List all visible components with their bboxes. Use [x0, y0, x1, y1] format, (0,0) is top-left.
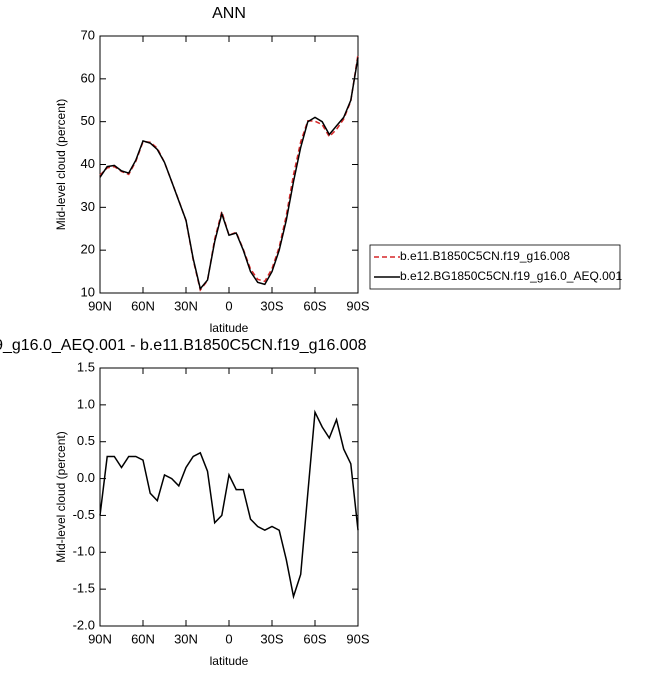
x-tick-label: 30S	[260, 298, 283, 313]
y-tick-label: -1.0	[73, 544, 95, 559]
x-tick-label: 30S	[260, 631, 283, 646]
x-tick-label: 90N	[88, 298, 112, 313]
x-axis-label: latitude	[210, 654, 249, 668]
x-tick-label: 60N	[131, 631, 155, 646]
series-line	[99, 54, 359, 292]
y-tick-label: 40	[81, 156, 95, 171]
plot-frame	[99, 35, 359, 294]
x-axis-label: latitude	[210, 321, 249, 335]
x-tick-label: 60S	[303, 298, 326, 313]
chart-title: b.e12.BG1850C5CN.f19_g16.0_AEQ.001 - b.e…	[0, 337, 367, 354]
legend-label: b.e11.B1850C5CN.f19_g16.008	[400, 249, 570, 263]
x-tick-label: 90S	[346, 298, 369, 313]
y-axis-label: Mid-level cloud (percent)	[54, 431, 68, 562]
y-tick-label: 50	[81, 113, 95, 128]
panel: b.e12.BG1850C5CN.f19_g16.0_AEQ.001 - b.e…	[0, 337, 370, 668]
y-tick-label: 60	[81, 70, 95, 85]
x-tick-label: 60N	[131, 298, 155, 313]
x-tick-label: 0	[225, 631, 232, 646]
chart-title: ANN	[212, 5, 246, 22]
panel: ANN 90N 60N 30N 0 30S 60S 90S 10 20 30 40 50 60 70 lati…	[54, 5, 622, 335]
y-tick-label: 1.0	[77, 396, 95, 411]
x-tick-label: 90S	[346, 631, 369, 646]
legend: b.e11.B1850C5CN.f19_g16.008 b.e12.BG1850C…	[369, 244, 622, 290]
x-tick-label: 30N	[174, 631, 198, 646]
y-tick-label: 20	[81, 242, 95, 257]
y-tick-label: 10	[81, 284, 95, 299]
plot-frame	[99, 367, 359, 627]
legend-box	[369, 244, 621, 290]
x-tick-label: 60S	[303, 631, 326, 646]
series-line	[99, 409, 359, 600]
series-line	[99, 57, 359, 291]
y-tick-label: 30	[81, 199, 95, 214]
x-tick-label: 0	[225, 298, 232, 313]
legend-label: b.e12.BG1850C5CN.f19_g16.0_AEQ.001	[400, 269, 622, 283]
x-tick-label: 30N	[174, 298, 198, 313]
y-tick-label: 70	[81, 27, 95, 42]
y-tick-label: 0.5	[77, 433, 95, 448]
y-tick-label: 0.0	[77, 470, 95, 485]
y-tick-label: -1.5	[73, 581, 95, 596]
y-tick-label: 1.5	[77, 359, 95, 374]
y-axis-label: Mid-level cloud (percent)	[54, 99, 68, 230]
y-tick-label: -2.0	[73, 617, 95, 632]
x-tick-label: 90N	[88, 631, 112, 646]
y-tick-label: -0.5	[73, 507, 95, 522]
